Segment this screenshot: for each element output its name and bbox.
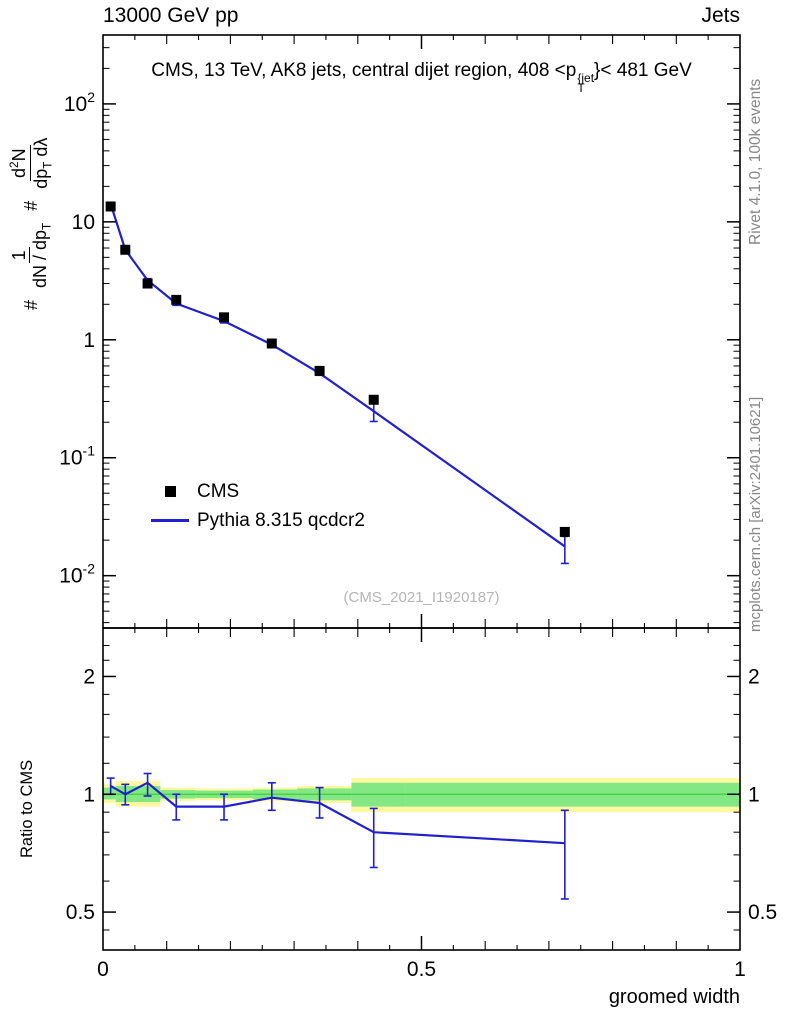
den1-sub: T [40, 222, 54, 230]
num2-text-b: N [9, 148, 29, 162]
beam-energy-label: 13000 GeV pp [103, 4, 239, 27]
ratio-axis-label: Ratio to CMS [18, 759, 36, 858]
svg-text:1: 1 [83, 329, 95, 352]
legend-item-pythia: Pythia 8.315 qcdcr2 [148, 506, 365, 535]
title-text-left: CMS, 13 TeV, AK8 jets, central dijet reg… [151, 60, 566, 81]
fraction-two-numerator: d2N [8, 145, 31, 181]
svg-text:0: 0 [97, 958, 109, 981]
den2-sub: T [41, 161, 55, 169]
title-pt-symbol: p [565, 60, 577, 81]
title-text-right: }< 481 GeV [594, 60, 692, 81]
process-label: Jets [701, 4, 740, 27]
legend-icon-cell [148, 486, 192, 497]
fraction-one-numerator: 1 [8, 247, 31, 264]
fraction-two: d2N dpT dλ [8, 135, 55, 192]
title-pt-superscript: {jet [577, 71, 595, 85]
den1-text: dN / dp [30, 229, 51, 288]
rivet-version-note: Rivet 4.1.0, 100k events [747, 78, 764, 245]
y-axis-label-main: # 1 dN / dpT # d2N dpT dλ [8, 135, 55, 310]
hash-symbol: # [20, 299, 41, 310]
legend-icon-cell [148, 519, 192, 522]
svg-text:10-1: 10-1 [59, 443, 95, 470]
legend: CMS Pythia 8.315 qcdcr2 [148, 477, 365, 535]
svg-text:1: 1 [748, 783, 760, 806]
den2-text-b: dλ [30, 137, 51, 162]
den2-text: dp [30, 168, 51, 189]
fraction-one-denominator: dN / dpT [30, 220, 54, 291]
svg-text:0.5: 0.5 [407, 958, 436, 981]
svg-text:10-2: 10-2 [59, 561, 95, 588]
x-axis-label: groomed width [608, 986, 740, 1008]
title-pt-supsub: {jet T [577, 71, 595, 95]
svg-text:10: 10 [72, 211, 95, 234]
fraction-one: 1 dN / dpT [8, 220, 55, 291]
svg-text:1: 1 [734, 958, 746, 981]
title-pt-subscript: T [577, 80, 585, 95]
num2-sup: 2 [8, 161, 21, 168]
svg-text:0.5: 0.5 [748, 901, 777, 924]
legend-label-cms: CMS [197, 480, 240, 502]
svg-text:2: 2 [83, 665, 95, 688]
legend-item-cms: CMS [148, 477, 365, 506]
svg-text:1: 1 [83, 783, 95, 806]
analysis-id-watermark: (CMS_2021_I1920187) [343, 589, 500, 606]
svg-text:0.5: 0.5 [66, 901, 95, 924]
svg-text:102: 102 [64, 89, 95, 116]
hash-symbol: # [20, 200, 41, 211]
svg-text:2: 2 [748, 665, 760, 688]
legend-label-pythia: Pythia 8.315 qcdcr2 [197, 509, 365, 531]
cms-marker-icon [164, 486, 176, 497]
pythia-line-icon [151, 519, 189, 522]
fraction-two-denominator: dpT dλ [31, 135, 55, 192]
num2-text: d [9, 167, 29, 178]
mcplots-arxiv-note: mcplots.cern.ch [arXiv:2401.10621] [747, 396, 764, 632]
plot-title: CMS, 13 TeV, AK8 jets, central dijet reg… [103, 60, 740, 93]
